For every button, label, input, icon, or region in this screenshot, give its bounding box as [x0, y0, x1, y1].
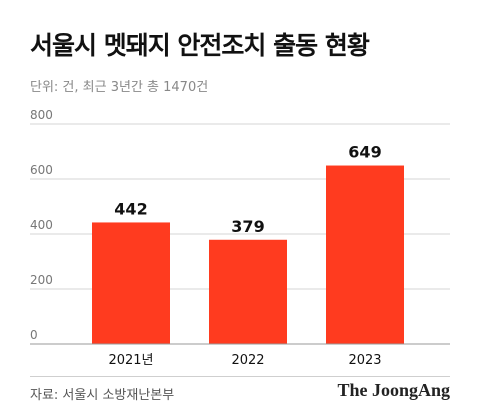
chart-subtitle: 단위: 건, 최근 3년간 총 1470건: [30, 80, 209, 95]
source-note: 자료: 서울시 소방재난본부: [30, 388, 175, 403]
bar-chart: 0 200 400 600 800 442 2021년 379 2022 649 2023: [30, 108, 450, 368]
x-tick-label: 2022: [231, 353, 264, 368]
x-tick-label: 2021년: [108, 353, 153, 368]
bar: [92, 222, 170, 344]
x-tick-label: 2023: [348, 353, 381, 368]
footer-divider: [30, 376, 450, 377]
bar-value-label: 442: [114, 199, 147, 218]
bar: [326, 165, 404, 344]
y-tick-label: 0: [30, 328, 38, 342]
y-tick-label: 600: [30, 163, 53, 177]
bar-value-label: 649: [348, 143, 381, 162]
y-tick-label: 800: [30, 108, 53, 122]
chart-title: 서울시 멧돼지 안전조치 출동 현황: [30, 31, 370, 60]
bar-value-label: 379: [231, 217, 264, 236]
bar: [209, 239, 287, 344]
publisher-logo: The JoongAng: [337, 380, 450, 400]
y-tick-label: 400: [30, 218, 53, 232]
y-tick-label: 200: [30, 273, 53, 287]
